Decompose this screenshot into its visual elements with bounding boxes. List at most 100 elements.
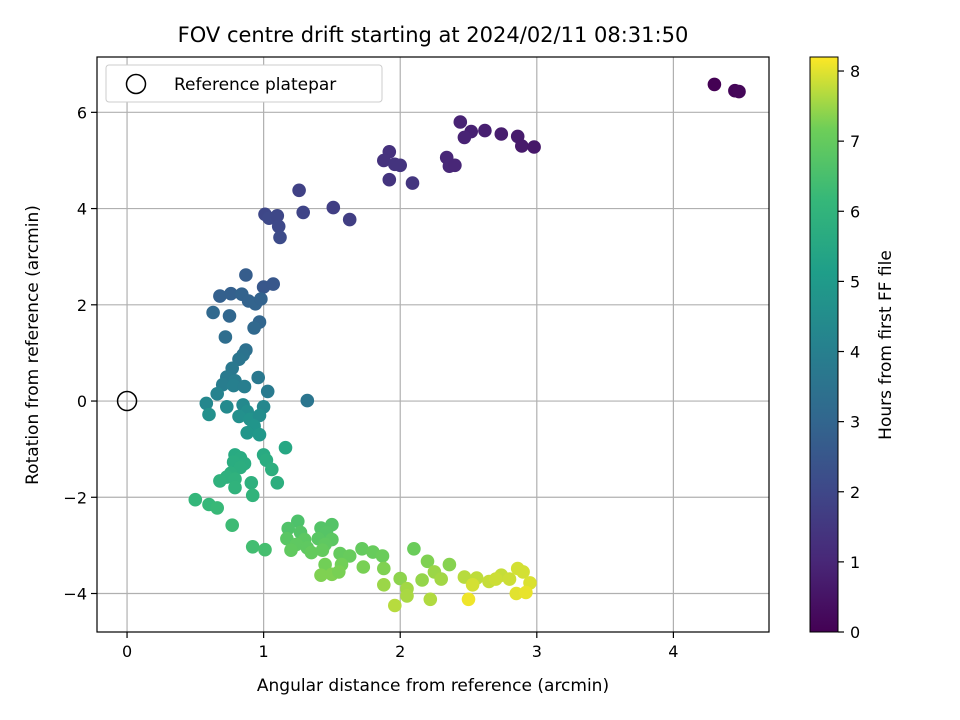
- scatter-point: [270, 209, 285, 223]
- colorbar-label: Hours from first FF file: [876, 250, 896, 440]
- scatter-point: [237, 379, 252, 394]
- colorbar-tick-label: 4: [850, 343, 860, 362]
- scatter-point: [442, 557, 457, 572]
- legend: Reference platepar: [105, 64, 383, 103]
- colorbar-ticks: 0 1 2 3 4 5 6 7 8: [838, 62, 860, 642]
- legend-box: [105, 64, 383, 103]
- scatter-point: [489, 572, 503, 586]
- y-tick-label: −4: [63, 585, 87, 604]
- x-tick-label: 1: [259, 642, 269, 661]
- scatter-point: [494, 127, 509, 141]
- colorbar-tick-label: 1: [850, 553, 860, 572]
- scatter-point: [377, 561, 391, 576]
- scatter-point: [516, 565, 530, 579]
- scatter-point: [251, 370, 265, 385]
- scatter-point: [332, 565, 346, 579]
- scatter-point: [527, 140, 541, 154]
- scatter-point: [415, 573, 429, 587]
- scatter-point: [245, 488, 260, 503]
- scatter-point: [239, 268, 253, 282]
- scatter-point: [300, 393, 315, 408]
- scatter-point: [400, 589, 414, 603]
- scatter-point: [478, 123, 492, 138]
- colorbar-gradient: [809, 56, 839, 633]
- x-axis-ticks: 0 1 2 3 4: [122, 632, 678, 661]
- scatter-point: [291, 514, 305, 529]
- scatter-point: [252, 427, 267, 442]
- scatter-point: [382, 172, 397, 187]
- scatter-point: [266, 277, 281, 291]
- colorbar-tick-label: 2: [850, 483, 860, 502]
- colorbar-tick-label: 5: [850, 272, 860, 291]
- scatter-point: [188, 492, 203, 507]
- scatter-point: [213, 474, 227, 488]
- scatter-point: [226, 378, 241, 393]
- scatter-point: [254, 292, 268, 306]
- x-tick-label: 2: [395, 642, 405, 661]
- x-tick-label: 3: [532, 642, 542, 661]
- scatter-point: [284, 543, 298, 557]
- scatter-point: [420, 554, 435, 569]
- scatter-point: [405, 176, 420, 190]
- scatter-point: [355, 542, 369, 556]
- scatter-point: [318, 557, 332, 572]
- scatter-point: [407, 542, 421, 556]
- plot-frame: [96, 56, 770, 633]
- scatter-point: [461, 592, 476, 607]
- scatter-point: [515, 139, 529, 153]
- scatter-point: [232, 409, 246, 424]
- scatter-point: [453, 115, 468, 129]
- scatter-point: [224, 286, 238, 301]
- scatter-point: [292, 183, 306, 198]
- x-tick-label: 4: [668, 642, 678, 661]
- y-tick-label: 0: [77, 392, 87, 411]
- scatter-point: [393, 571, 408, 586]
- scatter-point: [210, 501, 224, 515]
- scatter-point: [278, 440, 293, 455]
- x-tick-label: 0: [122, 642, 132, 661]
- y-tick-label: −2: [63, 488, 87, 507]
- scatter-point: [245, 540, 260, 554]
- scatter-point: [258, 542, 272, 557]
- scatter-point: [273, 230, 287, 245]
- scatter-point: [222, 309, 237, 323]
- scatter-point: [244, 476, 259, 490]
- scatter-point: [304, 545, 319, 560]
- scatter-point: [377, 578, 391, 592]
- scatter-point: [448, 158, 462, 173]
- legend-label-reference: Reference platepar: [174, 75, 336, 95]
- colorbar-tick-label: 6: [850, 202, 860, 221]
- y-tick-label: 4: [77, 200, 87, 219]
- scatter-point: [260, 384, 275, 399]
- scatter-point: [342, 549, 357, 563]
- scatter-point: [252, 408, 267, 423]
- scatter-point: [732, 84, 746, 99]
- y-axis-label: Rotation from reference (arcmin): [23, 205, 43, 485]
- scatter-point: [377, 153, 391, 168]
- y-axis-ticks: −4 −2 0 2 4 6: [63, 103, 97, 604]
- scatter-point: [271, 219, 286, 234]
- y-tick-label: 2: [77, 296, 87, 315]
- scatter-point: [314, 568, 328, 582]
- chart-title: FOV centre drift starting at 2024/02/11 …: [178, 23, 689, 47]
- scatter-point: [296, 205, 311, 220]
- y-tick-label: 6: [77, 103, 87, 122]
- scatter-point: [707, 77, 722, 92]
- colorbar-tick-label: 3: [850, 413, 860, 432]
- scatter-point: [210, 387, 224, 401]
- scatter-point: [502, 572, 517, 586]
- scatter-point: [228, 480, 242, 495]
- scatter-point: [213, 289, 227, 303]
- colorbar: 0 1 2 3 4 5 6 7 8 Hours from first FF file: [809, 56, 896, 642]
- reference-marker-layer: [116, 390, 138, 412]
- scatter-point: [281, 521, 296, 536]
- scatter-point: [247, 321, 261, 335]
- scatter-point: [375, 549, 390, 563]
- scatter-point: [356, 560, 371, 574]
- scatter-point: [220, 400, 234, 414]
- scatter-point: [326, 200, 341, 215]
- scatter-point: [265, 462, 279, 477]
- scatter-point: [519, 585, 533, 600]
- scatter-point: [423, 592, 438, 607]
